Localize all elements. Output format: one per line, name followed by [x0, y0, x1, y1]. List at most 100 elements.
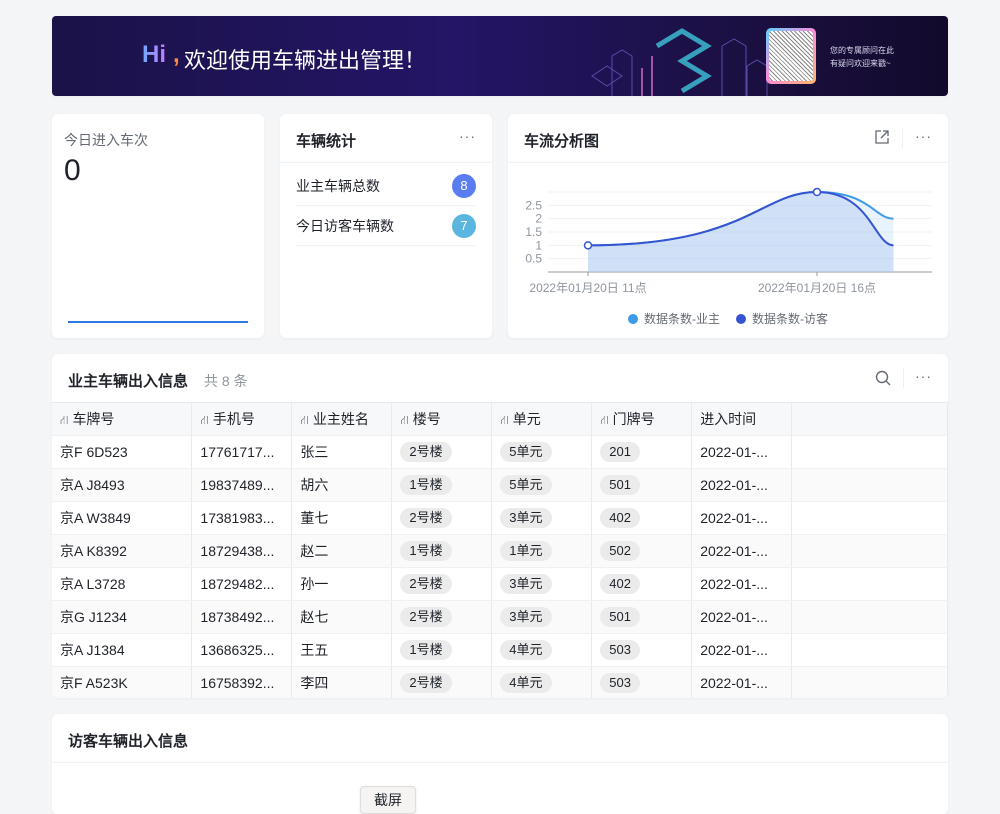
qr-code[interactable] [766, 28, 816, 84]
table-cell: 1号楼 [391, 633, 493, 667]
table-cell: 4单元 [491, 633, 593, 667]
table-cell: 2022-01-... [691, 435, 793, 469]
column-label: 车牌号 [72, 411, 115, 427]
tag: 4单元 [500, 673, 552, 693]
search-icon[interactable] [875, 370, 891, 386]
cell-text: 京A W3849 [60, 510, 131, 526]
column-header[interactable]: ⛙ 单元 [491, 402, 593, 436]
tag: 1号楼 [400, 541, 452, 561]
column-header[interactable]: ⛙ 手机号 [191, 402, 293, 436]
cell-text: 2022-01-... [700, 444, 768, 460]
stat-row-owner-total: 业主车辆总数 8 [296, 166, 476, 206]
column-header[interactable]: ⛙ 车牌号 [52, 402, 193, 436]
vehicle-stats-card: 车辆统计 ··· 业主车辆总数 8 今日访客车辆数 7 [280, 114, 492, 338]
hierarchy-icon: ⛙ [300, 413, 309, 427]
x-tick-label: 2022年01月20日 16点 [758, 281, 876, 295]
screenshot-button[interactable]: 截屏 [360, 786, 416, 814]
table-row[interactable]: 京A J1384 13686325... 王五 1号楼 4单元 503 2022-01-..… [52, 633, 948, 667]
table-cell [791, 468, 948, 502]
table-cell [791, 666, 948, 698]
tag: 503 [600, 673, 640, 693]
table-row[interactable]: 京F A523K 16758392... 李四 2号楼 4单元 503 2022-01-..… [52, 666, 948, 698]
table-cell: 京A L3728 [52, 567, 193, 601]
y-tick-label: 2.5 [525, 198, 542, 212]
expand-icon[interactable] [874, 129, 890, 145]
table-cell: 京A W3849 [52, 501, 193, 535]
column-header[interactable]: 进入时间 [691, 402, 793, 436]
today-entries-label: 今日进入车次 [64, 132, 148, 148]
table-cell: 402 [591, 567, 693, 601]
legend-dot-icon [628, 314, 638, 324]
welcome-banner: Hi , 欢迎使用车辆进出管理！ 您的专属顾问在此 有疑问欢迎来戳~ [52, 16, 948, 96]
column-header[interactable]: ⛙ 门牌号 [591, 402, 693, 436]
column-label: 单元 [512, 411, 541, 427]
tag: 402 [600, 508, 640, 528]
x-tick-label: 2022年01月20日 11点 [529, 281, 646, 295]
table-cell: 3单元 [491, 600, 593, 634]
cell-text: 京A J1384 [60, 642, 125, 658]
table-row[interactable]: 京A J8493 19837489... 胡六 1号楼 5单元 501 2022-01-..… [52, 468, 948, 502]
table-cell: 2号楼 [391, 501, 493, 535]
table-cell: 赵七 [291, 600, 393, 634]
column-header[interactable]: ⛙ 楼号 [391, 402, 493, 436]
table-cell: 17761717... [191, 435, 293, 469]
table-row[interactable]: 京A W3849 17381983... 董七 2号楼 3单元 402 2022-01-..… [52, 501, 948, 535]
traffic-chart-card: 车流分析图 ··· 0.5 1 1.5 2 2.5 2022年01月20日 11点 2022… [508, 114, 948, 338]
table-cell: 17381983... [191, 501, 293, 535]
table-cell: 张三 [291, 435, 393, 469]
owner-vehicle-table-card: 业主车辆出入信息 共 8 条 ··· ⛙ 车牌号 ⛙ 手机号 ⛙ 业主姓名 ⛙ 楼号 ⛙ 单元 ⛙ 门… [52, 354, 948, 698]
table-cell: 18729438... [191, 534, 293, 568]
divider [52, 762, 948, 763]
cell-text: 赵七 [300, 609, 329, 625]
table-row[interactable]: 京A L3728 18729482... 孙一 2号楼 3单元 402 2022-01-..… [52, 567, 948, 601]
table-cell: 503 [591, 666, 693, 698]
table-cell: 4单元 [491, 666, 593, 698]
more-icon[interactable]: ··· [915, 368, 932, 384]
table-cell: 2022-01-... [691, 600, 793, 634]
tag: 2号楼 [400, 607, 452, 627]
table-row[interactable]: 京A K8392 18729438... 赵二 1号楼 1单元 502 2022-01-..… [52, 534, 948, 568]
column-label: 门牌号 [612, 411, 655, 427]
cell-text: 京A K8392 [60, 543, 127, 559]
table-cell: 李四 [291, 666, 393, 698]
column-header[interactable]: ⛙ 业主姓名 [291, 402, 393, 436]
more-icon[interactable]: ··· [459, 128, 476, 144]
more-icon[interactable]: ··· [915, 128, 932, 144]
table-cell: 13686325... [191, 633, 293, 667]
today-entries-value: 0 [64, 154, 81, 187]
y-tick-label: 2 [535, 212, 542, 226]
cell-text: 2022-01-... [700, 576, 768, 592]
table-cell: 2022-01-... [691, 666, 793, 698]
cell-text: 京A L3728 [60, 576, 126, 592]
cell-text: 16758392... [200, 675, 275, 691]
series-area [588, 192, 894, 272]
table-cell: 京A J1384 [52, 633, 193, 667]
divider [280, 162, 492, 163]
table-row[interactable]: 京F 6D523 17761717... 张三 2号楼 5单元 201 2022-01-..… [52, 435, 948, 469]
table-cell: 王五 [291, 633, 393, 667]
cell-text: 2022-01-... [700, 543, 768, 559]
tag: 201 [600, 442, 640, 462]
today-entries-card: 今日进入车次 0 [52, 114, 264, 338]
table-cell: 3单元 [491, 567, 593, 601]
visitor-vehicle-table-card: 访客车辆出入信息 截屏 [52, 714, 948, 814]
tag: 1号楼 [400, 475, 452, 495]
cell-text: 胡六 [300, 477, 329, 493]
data-point [583, 241, 593, 250]
column-header[interactable] [791, 402, 948, 436]
table-cell: 2号楼 [391, 567, 493, 601]
tag: 2号楼 [400, 508, 452, 528]
tag: 503 [600, 640, 640, 660]
series-area [588, 192, 894, 272]
cell-text: 京A J8493 [60, 477, 125, 493]
legend-item[interactable]: 数据条数-业主 [628, 312, 720, 326]
cell-text: 张三 [300, 444, 329, 460]
table-row[interactable]: 京G J1234 18738492... 赵七 2号楼 3单元 501 2022-01-..… [52, 600, 948, 634]
traffic-chart-title: 车流分析图 [524, 133, 600, 150]
legend-label: 数据条数-访客 [752, 312, 828, 326]
stat-label: 今日访客车辆数 [296, 218, 394, 234]
column-label: 进入时间 [700, 411, 757, 427]
cell-text: 2022-01-... [700, 510, 768, 526]
advisor-line-2: 有疑问欢迎来戳~ [830, 59, 891, 68]
legend-item[interactable]: 数据条数-访客 [736, 312, 828, 326]
